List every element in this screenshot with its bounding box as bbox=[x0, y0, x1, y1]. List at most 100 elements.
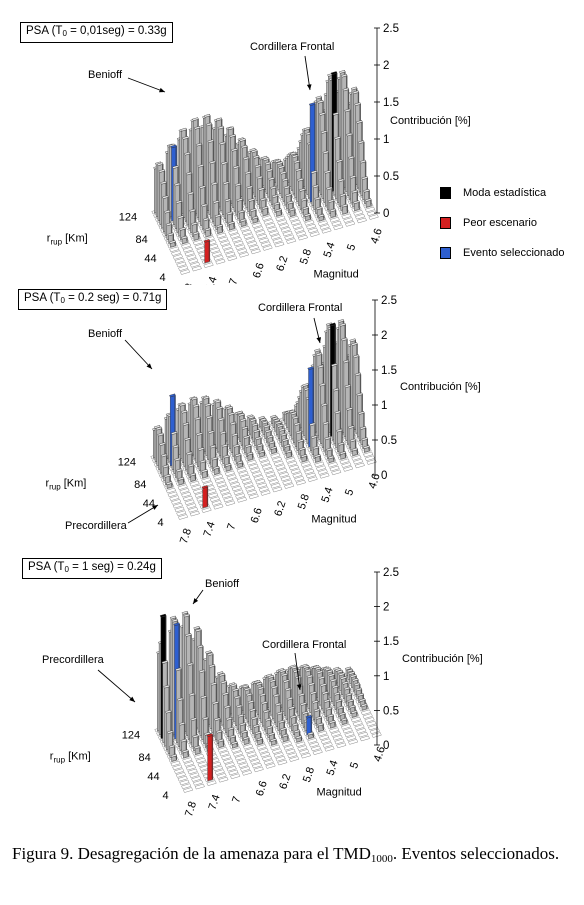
bar bbox=[178, 721, 186, 751]
grid-cell bbox=[299, 749, 310, 755]
bar-top bbox=[170, 753, 178, 758]
bar-top bbox=[161, 660, 169, 664]
grid-cell bbox=[302, 465, 313, 471]
bar-top bbox=[337, 441, 345, 446]
figure-caption: Figura 9. Desagregación de la amenaza pa… bbox=[12, 844, 578, 869]
grid-cell bbox=[277, 219, 288, 225]
grid-cell bbox=[257, 482, 268, 489]
caption-text: . Eventos seleccionados. bbox=[392, 844, 560, 863]
y-label-part: r bbox=[50, 750, 54, 762]
bar-top bbox=[196, 432, 203, 436]
bar-top bbox=[351, 189, 358, 194]
bar-top bbox=[342, 359, 350, 364]
grid-cell bbox=[268, 479, 279, 485]
bar-top bbox=[264, 161, 272, 166]
bar bbox=[304, 213, 311, 221]
bar-top bbox=[288, 409, 296, 414]
bar-top bbox=[292, 415, 299, 420]
bar-top bbox=[288, 706, 295, 710]
bar-top bbox=[182, 422, 190, 426]
bar-top bbox=[291, 722, 299, 727]
bar-top bbox=[207, 139, 215, 143]
bar-top bbox=[320, 683, 327, 687]
bar-top bbox=[254, 731, 262, 735]
grid-cell bbox=[191, 484, 202, 491]
bar-top bbox=[344, 666, 352, 671]
grid-cell bbox=[219, 489, 231, 495]
bar-top bbox=[228, 221, 235, 225]
grid-cell bbox=[214, 477, 225, 484]
bar bbox=[261, 206, 269, 217]
bar-top bbox=[239, 138, 246, 142]
grid-cell bbox=[255, 478, 266, 485]
grid-cell bbox=[296, 231, 307, 237]
grid-cell bbox=[288, 464, 300, 471]
grid-cell bbox=[240, 474, 251, 481]
bar-top bbox=[156, 162, 164, 167]
grid-cell bbox=[233, 489, 244, 496]
grid-cell bbox=[172, 502, 183, 509]
bar-top bbox=[280, 432, 287, 437]
annotation-label: Benioff bbox=[88, 328, 123, 340]
bar-top bbox=[337, 178, 345, 183]
grid-cell bbox=[282, 479, 293, 486]
chart-panel-2: PSA (T0 = 0.2 seg) = 0.71g 0 0.5 1 1.5 2 2.5 C… bbox=[0, 285, 584, 550]
z-tick-label: 2 bbox=[381, 330, 387, 342]
grid-cell bbox=[350, 716, 362, 723]
bar-top bbox=[228, 412, 235, 416]
arrow-head bbox=[159, 87, 165, 93]
bar-top bbox=[204, 731, 211, 736]
bar-top bbox=[245, 444, 252, 448]
grid-cell bbox=[217, 746, 228, 753]
grid-cell bbox=[282, 230, 293, 237]
bar-top bbox=[263, 424, 270, 429]
bar bbox=[365, 198, 372, 208]
grid-cell bbox=[275, 215, 286, 222]
bar-top bbox=[192, 117, 199, 121]
bar-top bbox=[206, 733, 214, 738]
grid-cell bbox=[260, 490, 271, 496]
bar-top bbox=[347, 698, 354, 703]
bar-side bbox=[211, 733, 213, 780]
z-tick-label: 0.5 bbox=[381, 435, 397, 447]
bar bbox=[275, 208, 282, 217]
bar-top bbox=[306, 674, 314, 679]
y-label-part: [Km] bbox=[61, 477, 87, 489]
z-tick-label: 2.5 bbox=[383, 567, 399, 579]
grid-cell bbox=[310, 745, 322, 752]
grid-cell bbox=[209, 496, 221, 502]
bar-top bbox=[207, 430, 215, 434]
bar-top bbox=[189, 472, 197, 477]
bar-top bbox=[175, 667, 182, 672]
grid-cell bbox=[317, 730, 328, 737]
grid-cell bbox=[250, 758, 261, 765]
bar bbox=[350, 710, 358, 718]
bar-top bbox=[317, 722, 324, 727]
bar bbox=[314, 454, 321, 463]
bar-top bbox=[169, 393, 176, 398]
bar-top bbox=[317, 364, 325, 369]
y-tick-label: 4 bbox=[162, 790, 168, 802]
bar-top bbox=[266, 434, 274, 439]
bar-top bbox=[273, 693, 280, 698]
grid-cell bbox=[290, 219, 301, 226]
bar bbox=[310, 435, 318, 455]
bar bbox=[177, 476, 185, 486]
arrow-head bbox=[146, 363, 152, 369]
bar-top bbox=[320, 130, 328, 134]
grid-cell bbox=[191, 265, 202, 272]
grid-cell bbox=[292, 223, 303, 230]
grid-cell bbox=[307, 738, 318, 744]
bar-top bbox=[327, 713, 334, 718]
grid-cell bbox=[251, 222, 262, 229]
x-tick-label: 7.8 bbox=[178, 527, 194, 545]
bar-top bbox=[300, 197, 308, 202]
bar-top bbox=[344, 108, 351, 113]
bar-top bbox=[347, 155, 355, 160]
arrow-head bbox=[316, 337, 321, 343]
grid-cell bbox=[289, 756, 300, 762]
bar-top bbox=[197, 447, 205, 451]
legend-label: Evento seleccionado bbox=[463, 247, 565, 259]
grid-cell bbox=[243, 482, 254, 488]
bar-top bbox=[225, 716, 233, 721]
